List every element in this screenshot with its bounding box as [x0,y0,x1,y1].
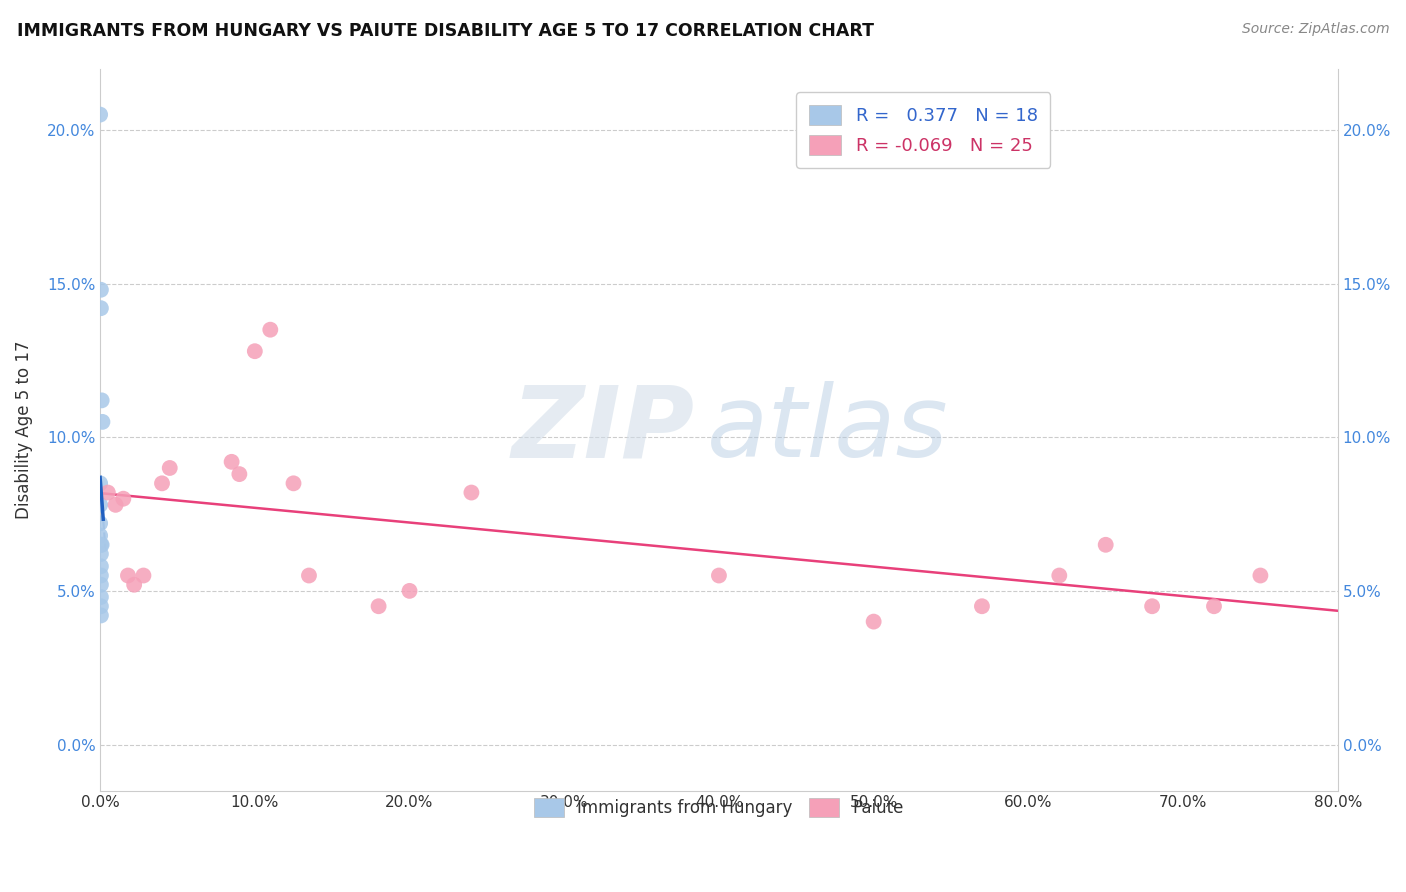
Point [90,393,112,408]
Text: IMMIGRANTS FROM HUNGARY VS PAIUTE DISABILITY AGE 5 TO 17 CORRELATION CHART: IMMIGRANTS FROM HUNGARY VS PAIUTE DISABI… [17,22,875,40]
Point [150,476,173,491]
Point [104,498,127,512]
Point [283,476,305,491]
Point [1249,568,1271,582]
Point [707,568,730,582]
Text: atlas: atlas [707,381,948,478]
Point [298,568,321,582]
Point [90,568,112,582]
Point [90,538,112,552]
Y-axis label: Disability Age 5 to 17: Disability Age 5 to 17 [15,341,32,519]
Point [228,467,250,482]
Point [89,528,111,542]
Point [243,344,266,359]
Point [97,485,120,500]
Point [1047,568,1070,582]
Point [259,323,281,337]
Text: ZIP: ZIP [512,381,695,478]
Point [132,568,155,582]
Point [1094,538,1116,552]
Point [112,491,135,506]
Point [970,599,993,614]
Point [89,107,111,121]
Point [1202,599,1225,614]
Point [90,599,112,614]
Point [89,498,111,512]
Point [89,476,111,491]
Point [90,590,112,604]
Point [117,568,139,582]
Point [122,578,145,592]
Point [90,578,112,592]
Point [460,485,482,500]
Point [90,608,112,623]
Point [90,538,112,552]
Point [90,283,112,297]
Point [221,455,243,469]
Point [90,559,112,574]
Point [89,516,111,531]
Point [1140,599,1163,614]
Point [862,615,884,629]
Point [367,599,389,614]
Point [90,301,112,316]
Point [398,583,420,598]
Text: Source: ZipAtlas.com: Source: ZipAtlas.com [1241,22,1389,37]
Point [159,461,181,475]
Point [90,547,112,561]
Legend: Immigrants from Hungary, Paiute: Immigrants from Hungary, Paiute [526,789,912,826]
Point [91,415,114,429]
